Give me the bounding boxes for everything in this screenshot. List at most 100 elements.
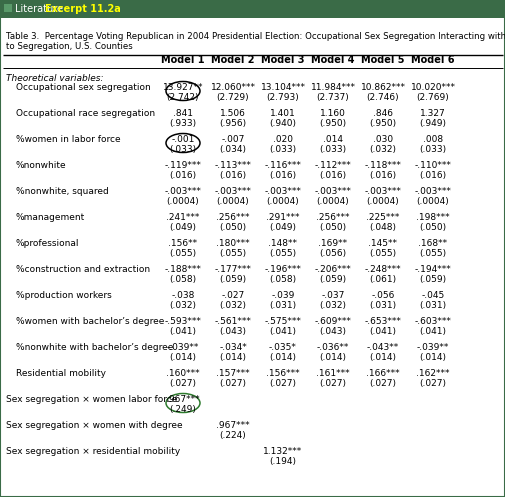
Text: (.033): (.033) [269, 145, 296, 154]
Text: -.603***: -.603*** [414, 317, 450, 326]
Text: .198***: .198*** [416, 213, 449, 222]
Text: (.055): (.055) [269, 249, 296, 258]
Text: -.039**: -.039** [167, 343, 199, 352]
Text: 10.862***: 10.862*** [360, 83, 405, 92]
Text: .241***: .241*** [166, 213, 199, 222]
Text: 12.060***: 12.060*** [210, 83, 255, 92]
Text: -.653***: -.653*** [364, 317, 400, 326]
FancyBboxPatch shape [4, 4, 12, 12]
Text: (.016): (.016) [269, 171, 296, 180]
Text: -.037: -.037 [321, 291, 344, 300]
FancyBboxPatch shape [1, 0, 504, 17]
Text: (.031): (.031) [269, 301, 296, 310]
Text: .967***: .967*** [166, 395, 199, 404]
Text: .148**: .148** [268, 239, 297, 248]
Text: 1.401: 1.401 [270, 109, 295, 118]
Text: -.177***: -.177*** [214, 265, 251, 274]
Text: (.055): (.055) [219, 249, 246, 258]
Text: %nonwhite, squared: %nonwhite, squared [16, 187, 109, 196]
Text: (.049): (.049) [169, 223, 196, 232]
Text: Model 6: Model 6 [411, 55, 454, 65]
Text: (.027): (.027) [219, 379, 246, 388]
Text: -.119***: -.119*** [164, 161, 201, 170]
Text: (.033): (.033) [419, 145, 446, 154]
Text: (.0004): (.0004) [216, 197, 249, 206]
Text: (.950): (.950) [319, 119, 346, 128]
Text: -.056: -.056 [371, 291, 394, 300]
Text: (.041): (.041) [269, 327, 296, 336]
Text: .256***: .256*** [316, 213, 349, 222]
Text: 1.327: 1.327 [419, 109, 445, 118]
Text: .156***: .156*** [266, 369, 299, 378]
Text: -.113***: -.113*** [214, 161, 251, 170]
Text: -.003***: -.003*** [264, 187, 301, 196]
Text: (.055): (.055) [419, 249, 446, 258]
Text: (.0004): (.0004) [366, 197, 398, 206]
Text: %women in labor force: %women in labor force [16, 135, 120, 144]
Text: 13.104***: 13.104*** [260, 83, 305, 92]
Text: (.048): (.048) [369, 223, 396, 232]
Text: (.049): (.049) [269, 223, 296, 232]
Text: Model 3: Model 3 [261, 55, 304, 65]
Text: -.038: -.038 [171, 291, 194, 300]
Text: -.194***: -.194*** [414, 265, 450, 274]
Text: Sex segregation × women labor force: Sex segregation × women labor force [6, 395, 177, 404]
Text: -.003***: -.003*** [364, 187, 400, 196]
Text: (.016): (.016) [219, 171, 246, 180]
Text: -.575***: -.575*** [264, 317, 301, 326]
Text: (.027): (.027) [419, 379, 445, 388]
Text: .967***: .967*** [216, 421, 249, 430]
Text: (.014): (.014) [219, 353, 246, 362]
Text: -.206***: -.206*** [314, 265, 350, 274]
Text: (.041): (.041) [369, 327, 396, 336]
Text: (.016): (.016) [419, 171, 446, 180]
Text: %nonwhite with bachelor’s degree: %nonwhite with bachelor’s degree [16, 343, 173, 352]
Text: 13.927**: 13.927** [163, 83, 203, 92]
Text: (.014): (.014) [369, 353, 396, 362]
Text: (.0004): (.0004) [316, 197, 348, 206]
Text: (.041): (.041) [419, 327, 445, 336]
Text: (.043): (.043) [319, 327, 346, 336]
Text: .156**: .156** [168, 239, 197, 248]
Text: (.0004): (.0004) [166, 197, 199, 206]
Text: -.248***: -.248*** [364, 265, 400, 274]
Text: (.033): (.033) [319, 145, 346, 154]
Text: 11.984***: 11.984*** [310, 83, 355, 92]
Text: .161***: .161*** [316, 369, 349, 378]
Text: (.055): (.055) [169, 249, 196, 258]
Text: .157***: .157*** [216, 369, 249, 378]
Text: (.027): (.027) [169, 379, 196, 388]
Text: (2.769): (2.769) [416, 93, 448, 102]
Text: .008: .008 [422, 135, 442, 144]
Text: .291***: .291*** [266, 213, 299, 222]
Text: -.036**: -.036** [316, 343, 348, 352]
Text: %construction and extraction: %construction and extraction [16, 265, 150, 274]
Text: Sex segregation × women with degree: Sex segregation × women with degree [6, 421, 182, 430]
Text: (.016): (.016) [369, 171, 396, 180]
Text: -.035*: -.035* [269, 343, 296, 352]
Text: (.059): (.059) [419, 275, 446, 284]
Text: (.059): (.059) [219, 275, 246, 284]
Text: (.032): (.032) [169, 301, 196, 310]
Text: -.003***: -.003*** [164, 187, 201, 196]
Text: (.949): (.949) [419, 119, 445, 128]
Text: -.039: -.039 [271, 291, 294, 300]
Text: (2.793): (2.793) [266, 93, 299, 102]
Text: -.188***: -.188*** [164, 265, 201, 274]
Text: -.007: -.007 [221, 135, 244, 144]
Text: (2.746): (2.746) [366, 93, 398, 102]
Text: Model 1: Model 1 [161, 55, 205, 65]
Text: .169**: .169** [318, 239, 347, 248]
Text: Model 4: Model 4 [311, 55, 354, 65]
Text: -.003***: -.003*** [214, 187, 251, 196]
Text: -.003***: -.003*** [314, 187, 351, 196]
Text: (.0004): (.0004) [416, 197, 448, 206]
Text: 1.132***: 1.132*** [263, 447, 302, 456]
Text: -.045: -.045 [421, 291, 444, 300]
Text: (.034): (.034) [219, 145, 246, 154]
Text: Literature: Literature [15, 4, 66, 14]
Text: -.034*: -.034* [219, 343, 246, 352]
Text: .160***: .160*** [166, 369, 199, 378]
Text: -.039**: -.039** [416, 343, 448, 352]
Text: Excerpt 11.2a: Excerpt 11.2a [45, 4, 121, 14]
